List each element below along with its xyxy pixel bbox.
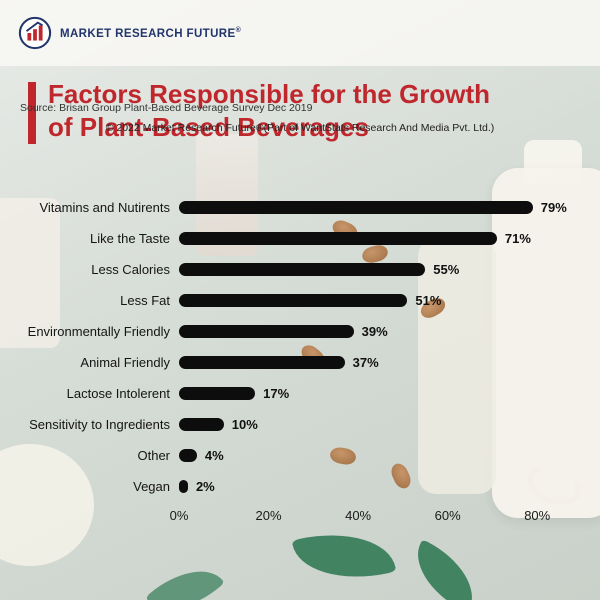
milk-bottle-small-shape — [418, 238, 496, 494]
bar — [179, 387, 256, 400]
chart-row: Lactose Intolerent 17% — [10, 378, 582, 409]
value-label: 2% — [195, 479, 215, 494]
value-label: 79% — [540, 200, 567, 215]
bar-track: 4% — [179, 448, 582, 463]
chart-row: Vitamins and Nutirents 79% — [10, 192, 582, 223]
source-note: Source: Brisan Group Plant-Based Beverag… — [20, 102, 313, 114]
bar — [179, 201, 533, 214]
category-label: Vegan — [133, 479, 170, 494]
bar — [179, 418, 224, 431]
bar — [179, 294, 408, 307]
bar-track: 10% — [179, 417, 582, 432]
category-label: Environmentally Friendly — [27, 324, 170, 339]
leaf-shape — [291, 520, 397, 592]
category-label: Vitamins and Nutirents — [39, 200, 170, 215]
brand-name: MARKET RESEARCH FUTURE® — [60, 26, 242, 40]
title-accent-bar — [28, 82, 36, 144]
category-label: Other — [137, 448, 170, 463]
chart-row: Other 4% — [10, 440, 582, 471]
bar-track: 71% — [179, 231, 582, 246]
bar-track: 55% — [179, 262, 582, 277]
bar — [179, 480, 188, 493]
title-block: Factors Responsible for the Growth of Pl… — [28, 78, 600, 144]
bar-track: 17% — [179, 386, 582, 401]
brand-logo-icon — [18, 16, 52, 50]
jar-shape — [0, 198, 60, 348]
bar-chart-rows: Vitamins and Nutirents 79% Like the Taste 7… — [10, 192, 582, 502]
chart-row: Vegan 2% — [10, 471, 582, 502]
bar-chart: Vitamins and Nutirents 79% Like the Taste 7… — [10, 192, 582, 528]
chart-row: Less Fat 51% — [10, 285, 582, 316]
bar — [179, 232, 497, 245]
brand-logo: MARKET RESEARCH FUTURE® — [0, 0, 600, 50]
category-label: Sensitivity to Ingredients — [29, 417, 170, 432]
leaf-shape — [402, 539, 488, 600]
value-label: 39% — [361, 324, 388, 339]
value-label: 55% — [433, 262, 460, 277]
chart-row: Sensitivity to Ingredients 10% — [10, 409, 582, 440]
leaf-shape — [145, 552, 225, 600]
category-label: Less Calories — [91, 262, 170, 277]
bar — [179, 263, 426, 276]
bar-track: 79% — [179, 200, 582, 215]
value-label: 4% — [204, 448, 224, 463]
bar-track: 51% — [179, 293, 582, 308]
bar-track: 37% — [179, 355, 582, 370]
value-label: 37% — [352, 355, 379, 370]
bar — [179, 325, 354, 338]
x-axis-tick: 80% — [524, 508, 551, 523]
copyright-note: © 2022 Market Research Future®(Part of W… — [105, 122, 495, 134]
chart-row: Less Calories 55% — [10, 254, 582, 285]
value-label: 71% — [504, 231, 531, 246]
category-label: Lactose Intolerent — [66, 386, 170, 401]
bar-track: 39% — [179, 324, 582, 339]
category-label: Like the Taste — [90, 231, 170, 246]
x-axis-tick: 40% — [345, 508, 372, 523]
registered-mark: ® — [235, 26, 242, 34]
x-axis-tick: 20% — [255, 508, 282, 523]
x-axis-tick: 60% — [434, 508, 461, 523]
x-axis-tick: 0% — [169, 508, 189, 523]
bar — [179, 449, 197, 462]
page-title: Factors Responsible for the Growth of Pl… — [48, 78, 490, 144]
value-label: 10% — [231, 417, 258, 432]
chart-row: Like the Taste 71% — [10, 223, 582, 254]
page-title-line2: of Plant-Based Beverages — [48, 112, 369, 142]
page-title-line1: Factors Responsible for the Growth — [48, 79, 491, 109]
x-axis: 0% 20% 40% 60% 80% — [170, 506, 582, 528]
value-label: 17% — [263, 386, 290, 401]
category-label: Less Fat — [120, 293, 170, 308]
category-label: Animal Friendly — [80, 355, 170, 370]
bar-track: 2% — [179, 479, 582, 494]
bar — [179, 356, 345, 369]
top-light-band — [0, 0, 600, 66]
value-label: 51% — [415, 293, 442, 308]
chart-row: Animal Friendly 37% — [10, 347, 582, 378]
chart-row: Environmentally Friendly 39% — [10, 316, 582, 347]
milk-bottle-shape — [492, 168, 600, 518]
